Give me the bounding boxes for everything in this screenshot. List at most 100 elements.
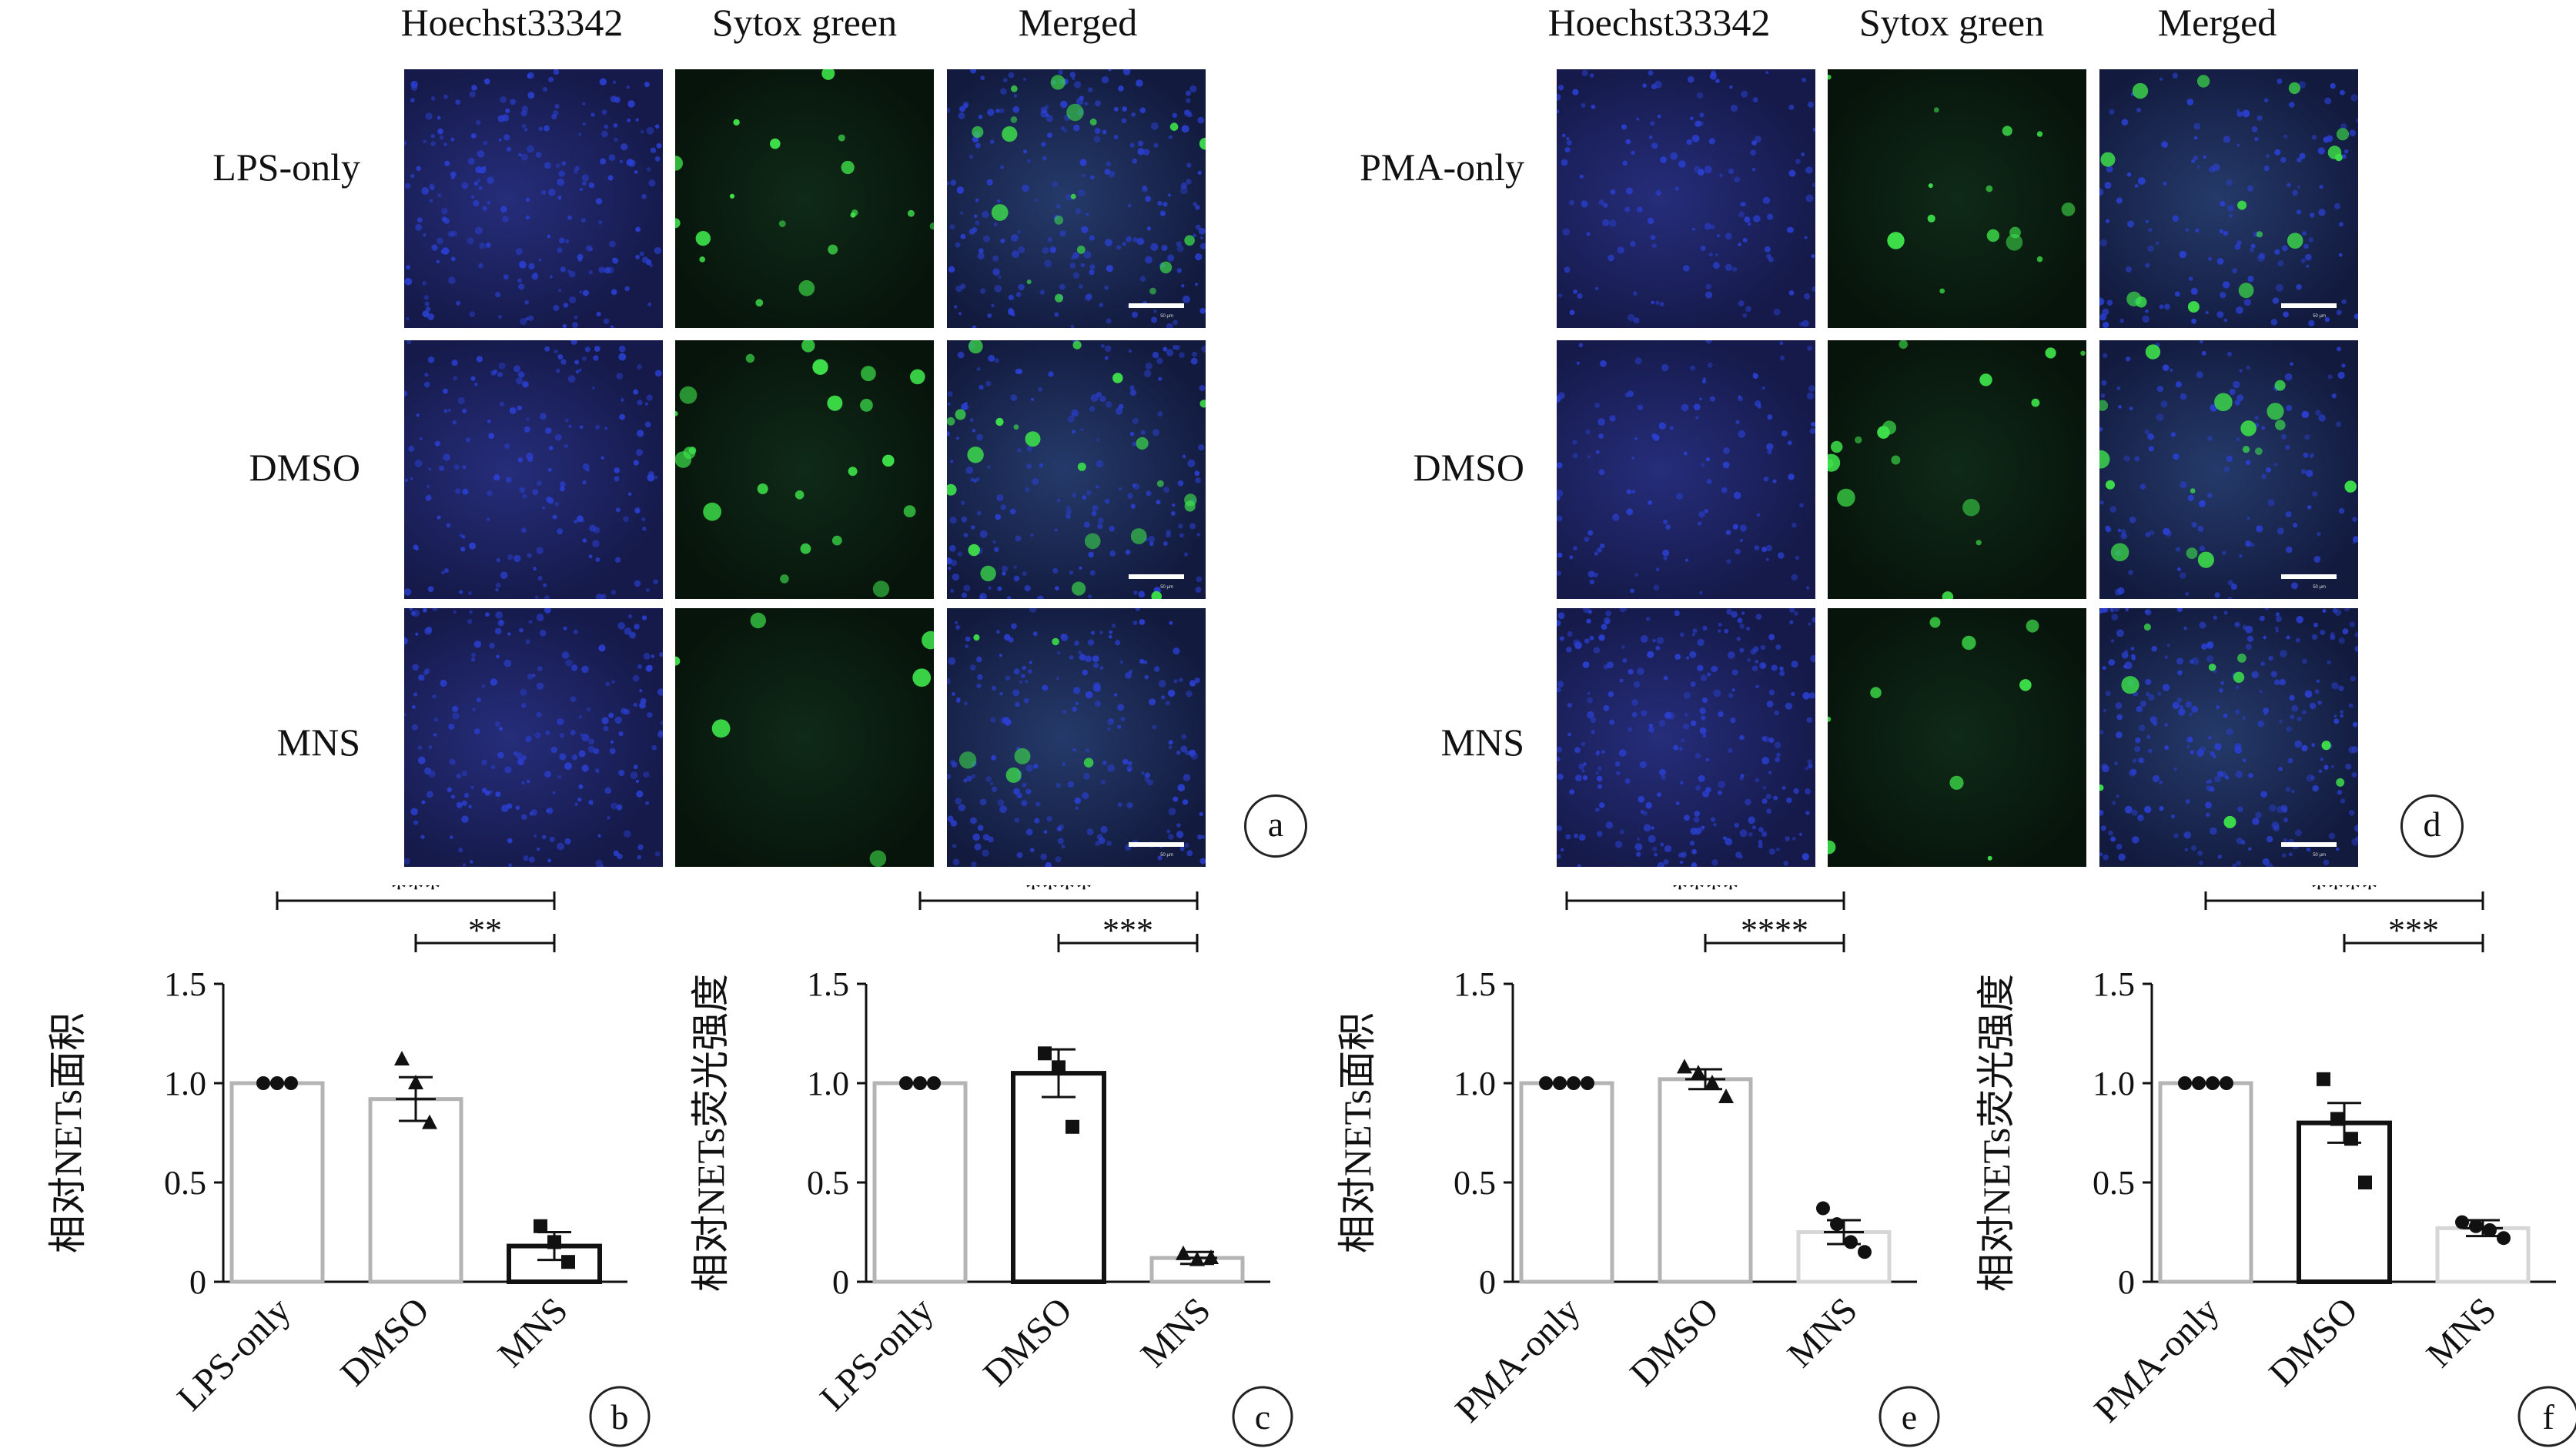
y-tick-label: 1.0	[164, 1065, 206, 1102]
y-tick-label: 0.5	[1454, 1164, 1496, 1202]
data-point	[1816, 1201, 1830, 1216]
data-point	[913, 1076, 927, 1090]
significance-label: ***	[2388, 911, 2439, 949]
data-point	[1844, 1235, 1858, 1249]
chart-panel-e: 0 0.5 1.0 1.5 相对NETs面积 PMA-only DMSO MNS *******…	[1336, 885, 1940, 1447]
data-point	[1691, 1065, 1706, 1080]
y-tick-label: 0	[2118, 1263, 2135, 1301]
bar	[1658, 1077, 1753, 1284]
data-point	[1066, 1119, 1079, 1134]
micrograph-tile-merged: 50 μm	[2099, 340, 2358, 599]
panel-letter-circle	[589, 1386, 651, 1447]
data-point	[899, 1076, 913, 1090]
micrograph-tile-hoechst	[1557, 340, 1815, 599]
data-point	[1705, 1075, 1720, 1089]
x-tick-label: DMSO	[333, 1289, 437, 1394]
panel-letter-circle	[1232, 1386, 1293, 1447]
data-point	[1858, 1245, 1872, 1259]
micrograph-tile-merged: 50 μm	[947, 608, 1206, 867]
significance-label: ***	[1102, 911, 1153, 949]
data-point	[408, 1075, 423, 1089]
bar	[229, 1081, 325, 1284]
row-label-pma-only: PMA-only	[1360, 146, 1524, 189]
y-tick-label: 0	[832, 1263, 849, 1301]
y-axis-label: 相对NETs荧光强度	[1975, 974, 2018, 1292]
scale-bar: 50 μm	[2281, 303, 2337, 319]
x-tick-label: MNS	[490, 1289, 576, 1375]
data-point	[422, 1114, 437, 1129]
data-point	[1189, 1251, 1205, 1266]
scale-bar: 50 μm	[2281, 574, 2337, 590]
column-header-hoechst: Hoechst33342	[400, 1, 624, 44]
scale-bar-label: 50 μm	[1160, 314, 1173, 319]
data-point	[2344, 1132, 2358, 1146]
data-point	[1052, 1060, 1066, 1075]
scale-bar: 50 μm	[1129, 574, 1184, 590]
column-header-sytox: Sytox green	[711, 1, 898, 44]
x-tick-label: PMA-only	[2086, 1289, 2227, 1430]
data-point	[2317, 1072, 2330, 1086]
micrograph-tile-sytox	[1828, 608, 2086, 867]
bar	[2297, 1120, 2392, 1284]
column-header-merged: Merged	[1018, 1, 1138, 44]
significance-label: ****	[2310, 885, 2378, 907]
data-point	[1567, 1076, 1581, 1090]
data-point	[561, 1255, 575, 1269]
micrograph-tile-hoechst	[1557, 608, 1815, 867]
y-tick-label: 1.0	[1454, 1065, 1496, 1102]
bar	[872, 1081, 968, 1284]
micrograph-tile-merged: 50 μm	[2099, 69, 2358, 328]
row-label-dmso: DMSO	[249, 446, 360, 489]
data-point	[1581, 1076, 1594, 1090]
panel-letter-circle	[1878, 1386, 1940, 1447]
x-tick-label: LPS-only	[169, 1289, 299, 1419]
scale-bar-label: 50 μm	[2313, 853, 2326, 858]
data-point	[547, 1235, 561, 1249]
micrograph-tile-hoechst	[404, 608, 663, 867]
scale-bar: 50 μm	[1129, 303, 1184, 319]
y-tick-label: 1.5	[1454, 965, 1496, 1003]
micrograph-tile-hoechst	[404, 69, 663, 328]
y-tick-label: 1.5	[807, 965, 849, 1003]
data-point	[1203, 1249, 1219, 1265]
significance-label: ***	[390, 885, 441, 907]
row-label-mns: MNS	[276, 721, 360, 764]
data-point	[1718, 1089, 1734, 1104]
y-tick-label: 1.5	[2093, 965, 2135, 1003]
micrograph-tile-hoechst	[404, 340, 663, 599]
data-point	[2192, 1076, 2206, 1090]
bar	[1519, 1081, 1614, 1284]
data-point	[2220, 1076, 2233, 1090]
data-point	[534, 1219, 547, 1233]
x-tick-label: DMSO	[1622, 1289, 1727, 1394]
bar	[2158, 1081, 2253, 1284]
significance-label: ****	[1741, 911, 1808, 949]
data-point	[2178, 1076, 2192, 1090]
data-point	[1553, 1076, 1567, 1090]
panel-letter-circle	[2517, 1386, 2576, 1447]
x-tick-label: PMA-only	[1447, 1289, 1588, 1430]
data-point	[256, 1076, 270, 1090]
y-tick-label: 1.5	[164, 965, 206, 1003]
data-point	[1539, 1076, 1553, 1090]
panel-letter-f: f	[2542, 1397, 2554, 1437]
significance-label: ****	[1025, 885, 1092, 907]
y-tick-label: 0	[189, 1263, 206, 1301]
panel-letter-d: d	[2400, 794, 2464, 858]
data-point	[1830, 1217, 1844, 1232]
row-label-dmso: DMSO	[1413, 446, 1524, 489]
data-point	[1677, 1059, 1692, 1074]
micrograph-tile-sytox	[1828, 340, 2086, 599]
x-tick-label: DMSO	[975, 1289, 1080, 1394]
micrograph-tile-sytox	[675, 69, 934, 328]
data-point	[270, 1076, 284, 1090]
micrograph-tile-sytox	[675, 608, 934, 867]
data-point	[2469, 1219, 2483, 1233]
panel-letter-c: c	[1255, 1397, 1270, 1437]
panel-letter-b: b	[611, 1397, 629, 1437]
data-point	[2455, 1215, 2469, 1229]
data-point	[394, 1051, 410, 1066]
significance-label: ****	[1671, 885, 1739, 907]
